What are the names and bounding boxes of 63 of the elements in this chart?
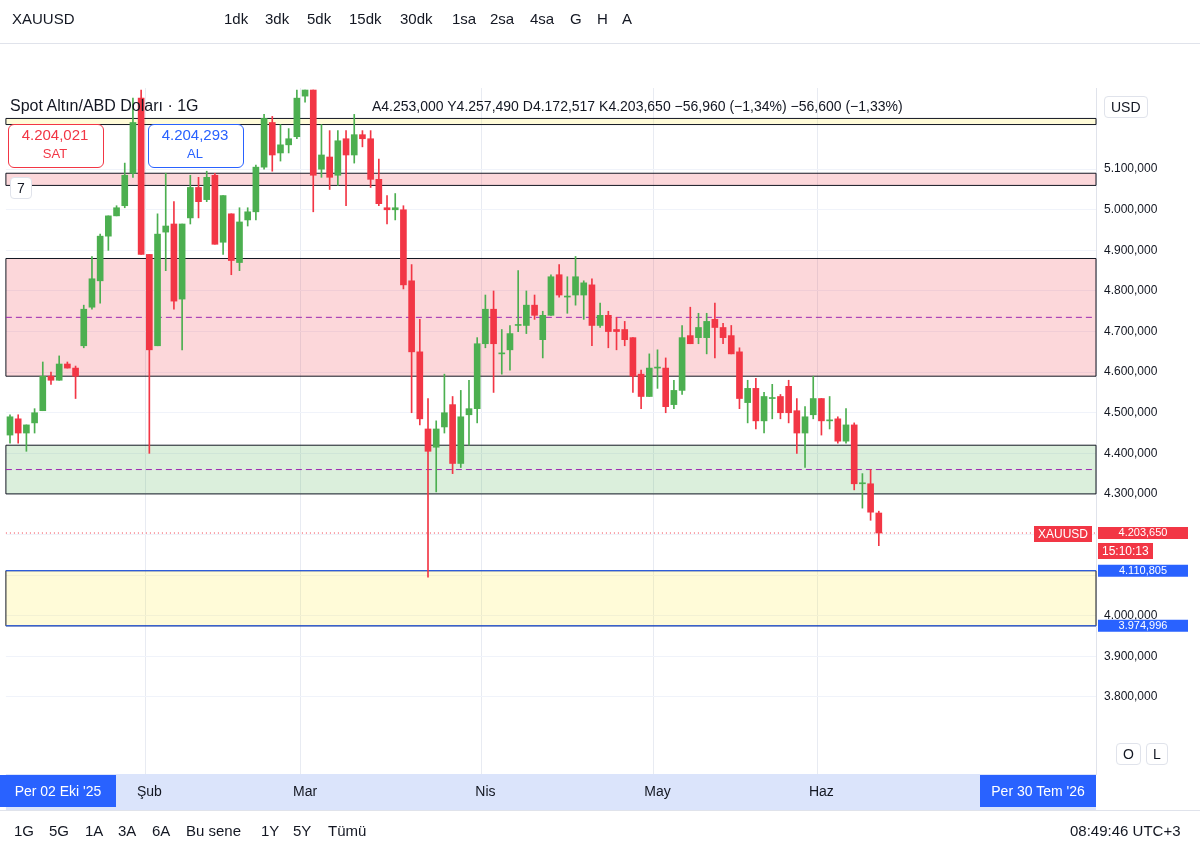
candlestick <box>686 306 694 345</box>
text: 3A <box>118 822 137 839</box>
x-tick-label: Mar <box>293 783 318 800</box>
text: 30dk <box>400 10 433 27</box>
candlestick <box>383 195 391 225</box>
text: 15:10:13 <box>1098 543 1153 559</box>
y-tick-label: 4.300,000 <box>1104 486 1158 501</box>
text: 1G <box>14 822 35 839</box>
text: 08:49:46 UTC+3 <box>1070 822 1181 839</box>
y-tick-label: 4.700,000 <box>1104 323 1158 338</box>
annotation: SAT <box>41 146 69 161</box>
text: Tümü <box>328 822 367 839</box>
annotation: XAUUSD <box>1034 526 1093 542</box>
candlestick <box>391 193 399 221</box>
annotation: 4.204,293 <box>160 126 230 143</box>
y-tick-label: 4.400,000 <box>1104 445 1158 460</box>
x-tick-label: Nis <box>475 783 496 800</box>
y-tick-label: 4.500,000 <box>1104 405 1158 420</box>
text: Per 30 Tem '26 <box>980 775 1096 807</box>
text: 3dk <box>265 10 290 27</box>
text: 2sa <box>490 10 515 27</box>
text: Bu sene <box>186 822 242 839</box>
y-tick-label: 4.600,000 <box>1104 364 1158 379</box>
candlestick <box>768 383 776 420</box>
ref-line-label: 4.203,650 <box>1118 526 1168 539</box>
annotation: AL <box>186 146 204 161</box>
ref-line-label: 4.110,805 <box>1118 563 1168 576</box>
text: 1dk <box>224 10 249 27</box>
x-tick-label: Şub <box>136 783 162 800</box>
y-tick-label: 5.000,000 <box>1104 202 1158 217</box>
text: O <box>1116 743 1141 765</box>
text: XAUUSD <box>12 10 75 27</box>
y-tick-label: 3.800,000 <box>1104 689 1158 704</box>
x-tick-label: May <box>644 783 671 800</box>
text: 1A <box>85 822 104 839</box>
candlestick <box>162 172 170 271</box>
text: 1Y <box>261 822 280 839</box>
text: 1sa <box>452 10 477 27</box>
y-tick-label: 4.900,000 <box>1104 242 1158 257</box>
text: A <box>622 10 633 27</box>
text: H <box>597 10 608 27</box>
text: 4sa <box>530 10 555 27</box>
candlestick <box>711 302 719 359</box>
y-tick-label: 3.900,000 <box>1104 648 1158 663</box>
candlestick <box>514 270 522 332</box>
text: 5Y <box>293 822 312 839</box>
text: Per 02 Eki '25 <box>0 775 116 807</box>
text: 5dk <box>307 10 332 27</box>
y-tick-label: 4.800,000 <box>1104 283 1158 298</box>
text: L <box>1146 743 1168 765</box>
candlestick <box>342 130 350 207</box>
text: A4.253,000 Y4.257,490 D4.172,517 K4.203,650 −56,960 (−1,34%) −56,600 (−1,33%) <box>372 98 903 114</box>
y-tick-label: 5.100,000 <box>1104 161 1158 176</box>
y-tick-label: 4.000,000 <box>1104 608 1158 622</box>
annotation: 4.204,021 <box>20 126 90 143</box>
text: 15dk <box>349 10 382 27</box>
text: USD <box>1104 96 1148 118</box>
text: G <box>570 10 582 27</box>
x-tick-label: Haz <box>808 783 834 800</box>
text: 6A <box>152 822 171 839</box>
annotation: 7 <box>10 177 32 199</box>
candlestick <box>465 379 473 446</box>
text: 5G <box>49 822 70 839</box>
